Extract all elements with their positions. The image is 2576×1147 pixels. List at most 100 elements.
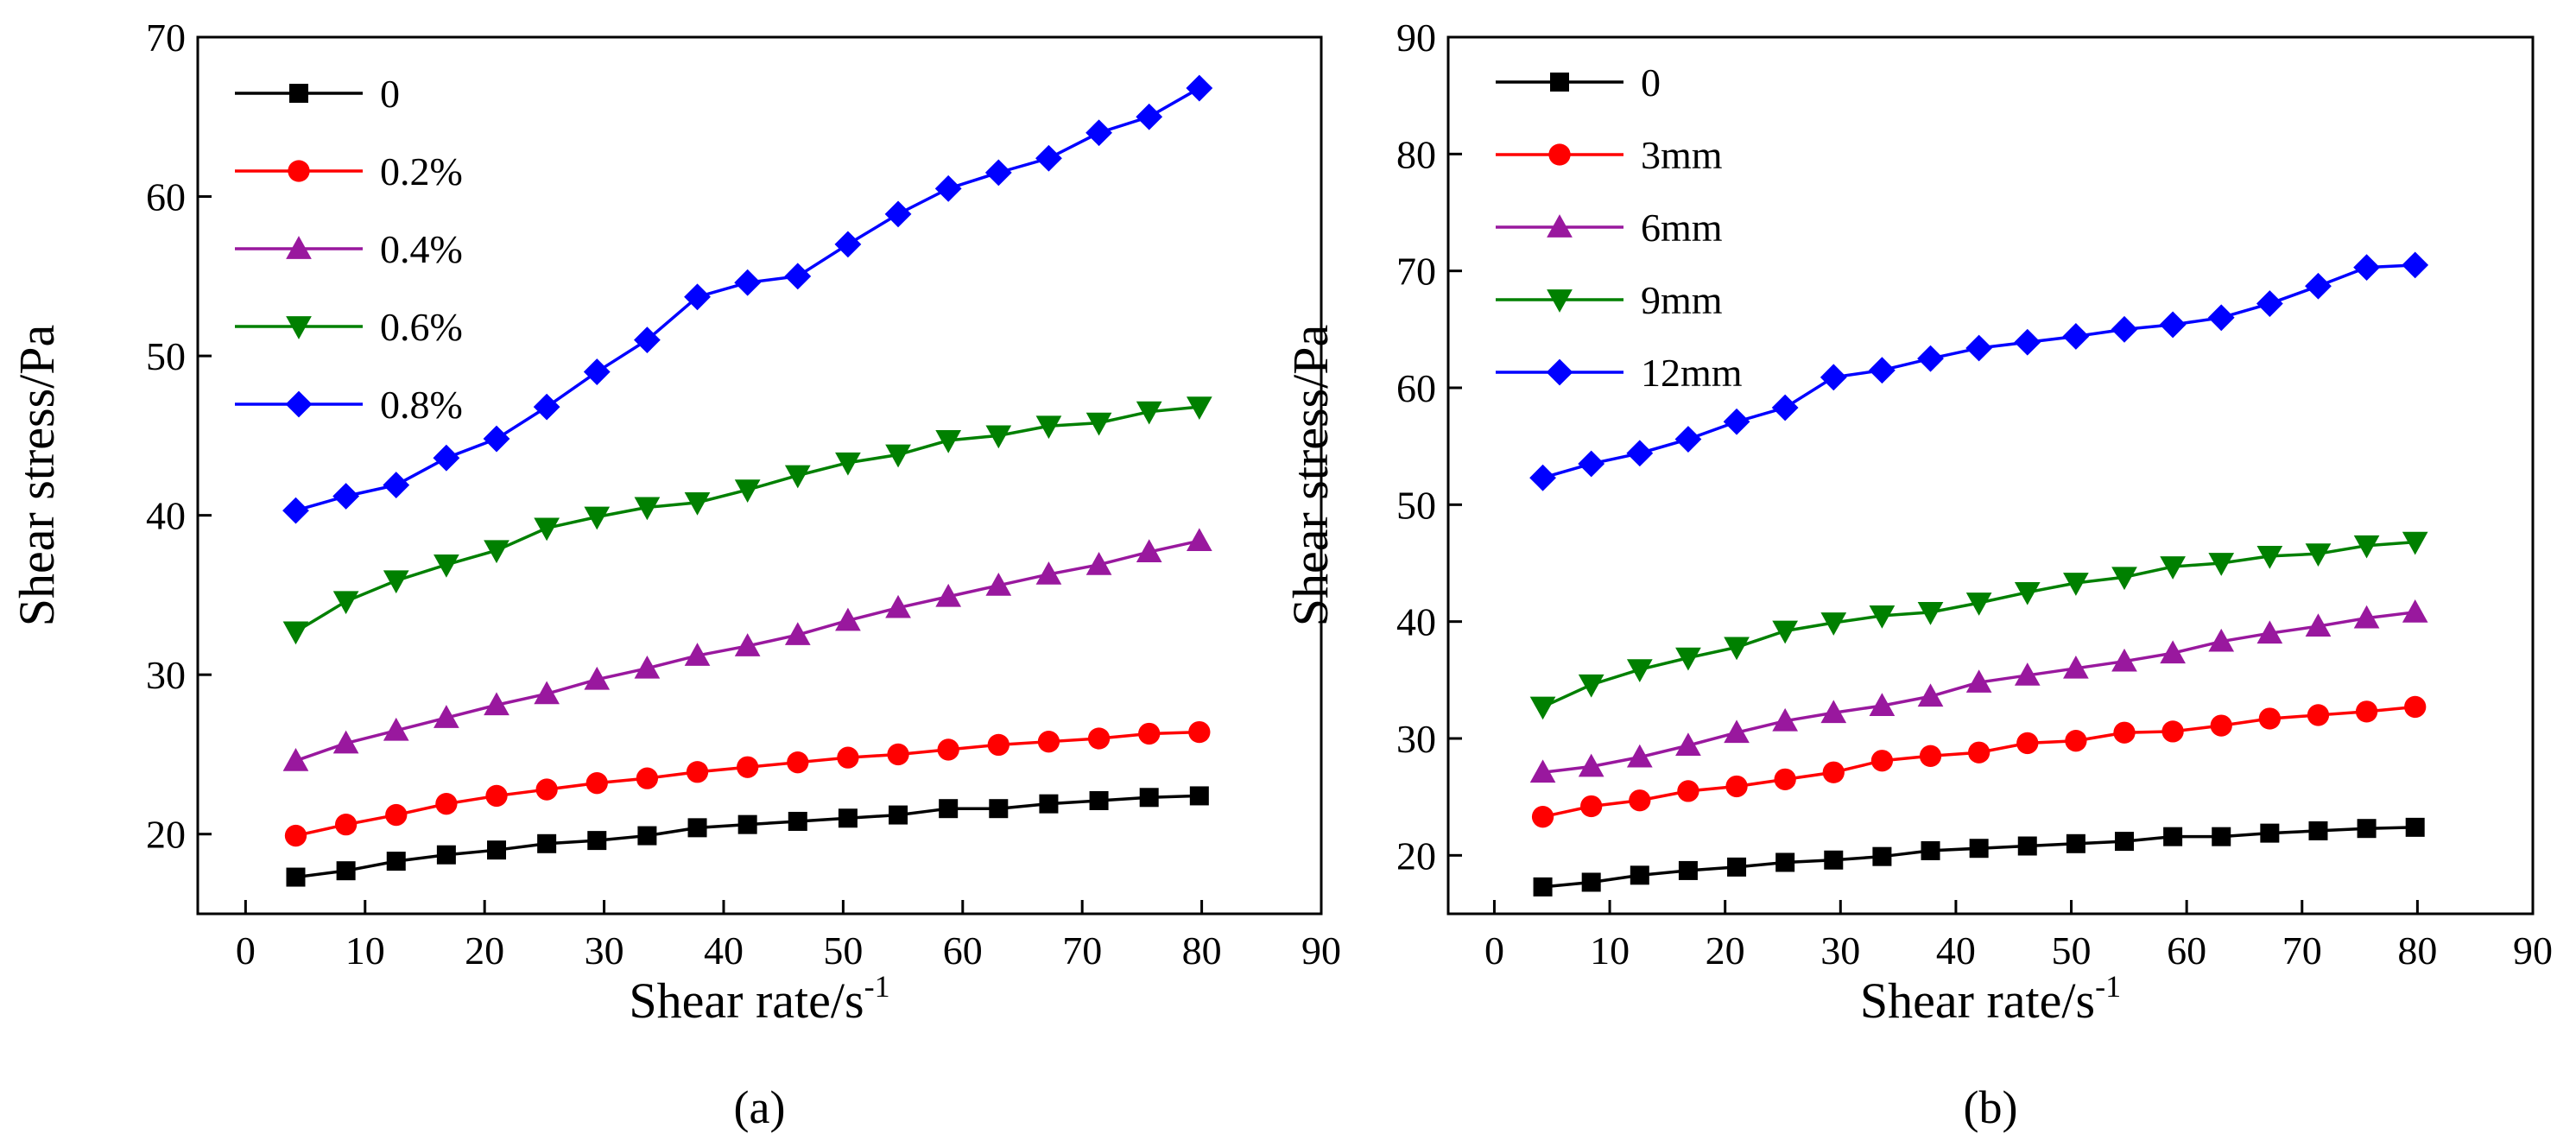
- data-point: [937, 738, 959, 761]
- data-point: [332, 483, 360, 510]
- x-tick-label: 30: [1820, 928, 1860, 973]
- data-point: [2353, 605, 2380, 629]
- legend-marker: [1546, 358, 1573, 386]
- data-point: [484, 692, 510, 716]
- x-tick-label: 0: [236, 928, 256, 973]
- data-point: [383, 472, 410, 498]
- data-point: [1529, 759, 1556, 783]
- data-point: [1965, 593, 1992, 616]
- data-point: [385, 803, 408, 827]
- data-point: [1529, 696, 1556, 720]
- series-0.8%: [282, 74, 1213, 524]
- x-tick-label: 90: [2513, 928, 2553, 973]
- legend-label: 3mm: [1641, 133, 1723, 177]
- series-3mm: [1531, 695, 2427, 828]
- data-point: [2016, 732, 2039, 755]
- data-point: [1872, 846, 1892, 866]
- data-point: [484, 540, 510, 564]
- data-point: [684, 283, 711, 311]
- series-0.6%: [282, 396, 1212, 645]
- data-point: [734, 479, 761, 503]
- data-point: [737, 756, 759, 778]
- data-point: [985, 425, 1012, 449]
- data-point: [834, 231, 862, 258]
- y-tick-label: 70: [146, 16, 186, 60]
- data-point: [734, 269, 762, 296]
- data-point: [784, 622, 811, 645]
- data-point: [383, 570, 409, 594]
- data-point: [534, 517, 560, 542]
- data-point: [2305, 613, 2332, 637]
- data-point: [332, 730, 359, 754]
- chart-panel-b: 0 10 20 30 40 50 60 70 80 90 20 30 40 50 60 70 80 90 Shear…: [1282, 16, 2553, 1133]
- x-tick-label: 50: [823, 928, 863, 973]
- legend-marker: [289, 84, 308, 103]
- data-point: [934, 174, 962, 202]
- legend-marker: [1547, 289, 1573, 313]
- data-point: [1629, 789, 1651, 812]
- legend: 0 0.2% 0.4% 0.6% 0.8%: [235, 72, 463, 427]
- data-point: [436, 845, 456, 865]
- data-point: [485, 784, 508, 808]
- data-point: [989, 799, 1009, 819]
- y-tick-label: 40: [146, 494, 186, 538]
- data-point: [1727, 857, 1747, 877]
- data-point: [434, 554, 459, 578]
- data-point: [987, 733, 1010, 757]
- data-point: [939, 799, 959, 819]
- data-point: [985, 572, 1012, 596]
- data-point: [1626, 659, 1653, 683]
- x-axis-label: Shear rate/s-1: [1860, 969, 2121, 1029]
- y-tick-label: 30: [1396, 717, 1436, 761]
- chart-panel-a: 0 10 20 30 40 50 60 70 80 90 20 30 40 50 60 70 Shear rat…: [9, 16, 1341, 1133]
- data-point: [885, 594, 911, 618]
- y-tick-label: 60: [1396, 366, 1436, 410]
- data-point: [1188, 720, 1211, 744]
- data-point: [2066, 833, 2085, 853]
- data-point: [2256, 546, 2283, 569]
- legend-label: 0.4%: [380, 227, 463, 271]
- legend-label: 0.6%: [380, 305, 463, 349]
- y-tick-label: 70: [1396, 250, 1436, 294]
- data-point: [1189, 786, 1209, 806]
- data-point: [533, 393, 560, 421]
- data-point: [984, 159, 1012, 187]
- data-point: [1630, 865, 1649, 885]
- data-point: [1965, 334, 1993, 362]
- data-point: [2114, 832, 2134, 852]
- data-point: [737, 814, 757, 834]
- data-point: [2307, 704, 2330, 726]
- data-point: [1969, 839, 1989, 859]
- data-point: [2258, 707, 2282, 730]
- data-point: [537, 833, 557, 853]
- data-point: [284, 824, 307, 847]
- data-point: [2163, 827, 2183, 846]
- y-tick-label: 50: [146, 334, 186, 378]
- data-point: [383, 717, 409, 741]
- x-tick-label: 10: [1590, 928, 1630, 973]
- data-point: [1917, 601, 1944, 625]
- data-point: [583, 358, 611, 385]
- data-point: [2062, 323, 2090, 350]
- legend-marker: [285, 390, 313, 418]
- data-point: [1136, 103, 1163, 130]
- data-point: [2355, 700, 2378, 723]
- y-axis-label: Shear stress/Pa: [9, 325, 65, 627]
- data-point: [1085, 412, 1112, 436]
- legend-marker: [1550, 73, 1569, 92]
- data-point: [1675, 647, 1701, 671]
- data-point: [1531, 806, 1554, 828]
- data-point: [1578, 450, 1605, 478]
- data-point: [2404, 695, 2427, 719]
- legend-label: 0.8%: [380, 383, 463, 427]
- data-point: [1136, 401, 1162, 425]
- x-tick-label: 70: [1062, 928, 1102, 973]
- data-point: [1035, 561, 1062, 585]
- data-point: [734, 633, 761, 656]
- data-point: [887, 743, 909, 766]
- data-point: [1724, 719, 1750, 744]
- data-point: [1580, 795, 1603, 818]
- data-point: [1869, 693, 1896, 716]
- data-point: [1186, 528, 1212, 552]
